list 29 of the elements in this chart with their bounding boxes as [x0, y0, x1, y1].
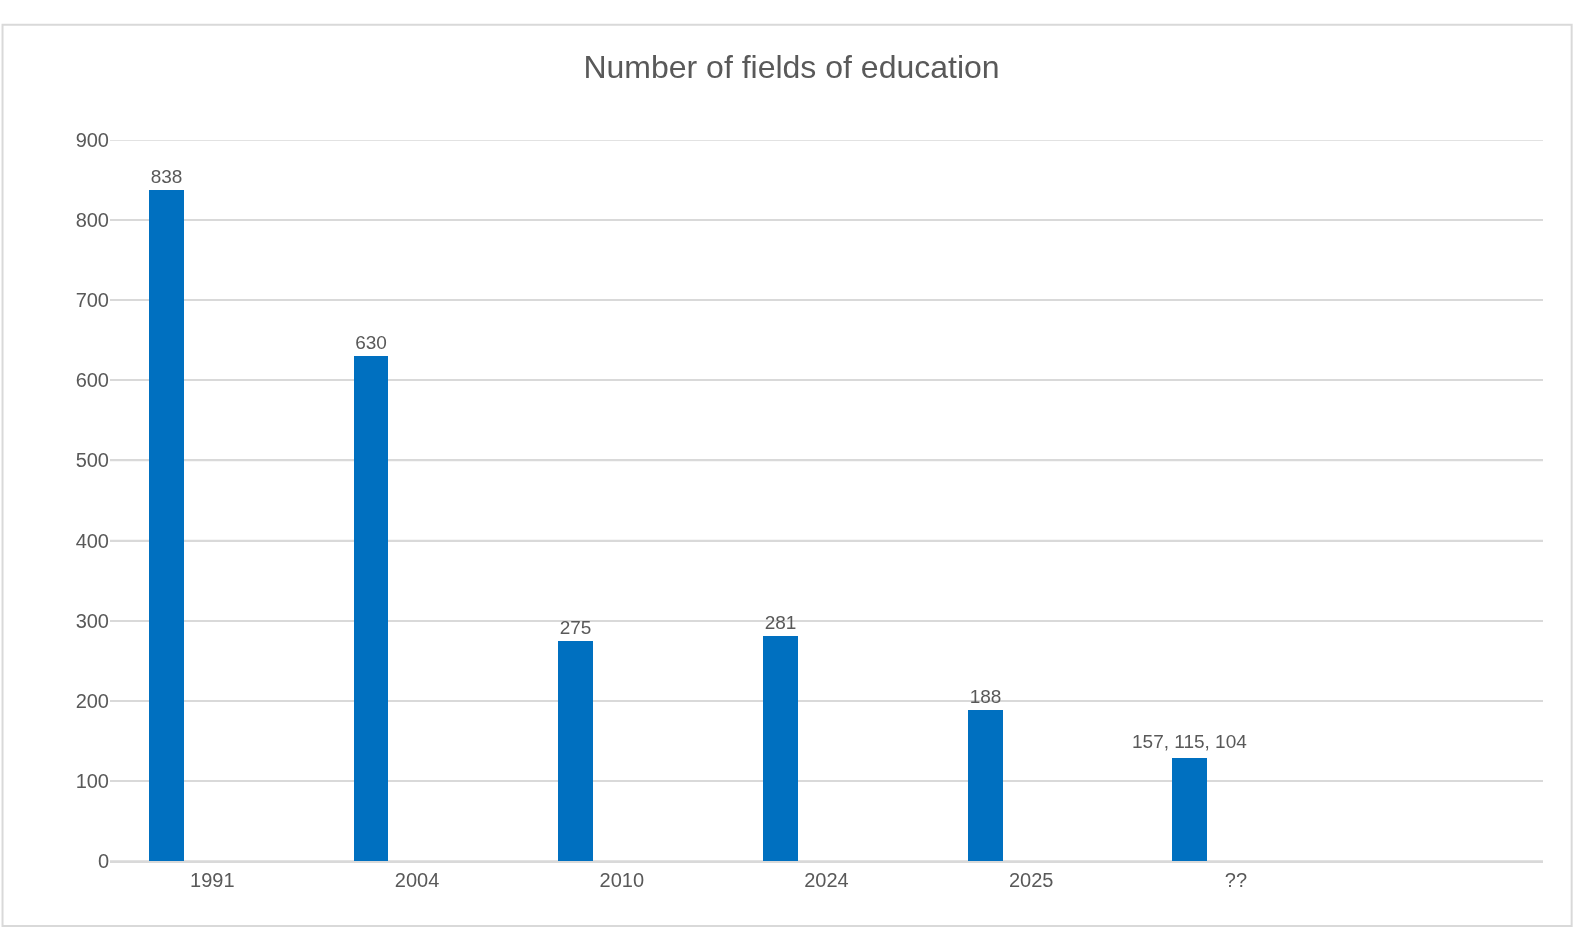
- y-tick-label: 700: [75, 289, 109, 312]
- chart-title: Number of fields of education: [583, 49, 1000, 86]
- data-label: 188: [969, 686, 1002, 707]
- y-tick-label: 0: [97, 850, 109, 872]
- y-tick-label: 200: [75, 689, 109, 712]
- data-label: 838: [150, 166, 183, 187]
- data-label: 281: [764, 612, 797, 633]
- data-label: 275: [559, 617, 592, 638]
- bar: [968, 710, 1003, 861]
- x-tick-label: 1991: [190, 868, 235, 891]
- data-label: 630: [355, 332, 387, 353]
- x-tick-label: 2010: [599, 868, 645, 891]
- bar: [763, 636, 798, 861]
- annotation: 157, 115, 104: [1132, 731, 1248, 752]
- y-tick-label: 900: [75, 129, 109, 151]
- x-tick-label: 2004: [394, 868, 440, 891]
- bar: [1172, 758, 1207, 861]
- bar: [149, 190, 184, 861]
- x-tick-label: ??: [1224, 868, 1248, 891]
- y-tick-label: 800: [75, 209, 109, 232]
- y-tick-label: 400: [75, 529, 109, 552]
- x-tick-label: 2024: [804, 868, 849, 891]
- y-tick-label: 500: [75, 449, 109, 472]
- bar: [558, 641, 593, 861]
- y-tick-label: 600: [75, 369, 109, 392]
- y-tick-label: 100: [75, 769, 109, 792]
- x-tick-label: 2025: [1008, 868, 1054, 891]
- bar: [354, 356, 388, 861]
- y-tick-label: 300: [75, 609, 109, 632]
